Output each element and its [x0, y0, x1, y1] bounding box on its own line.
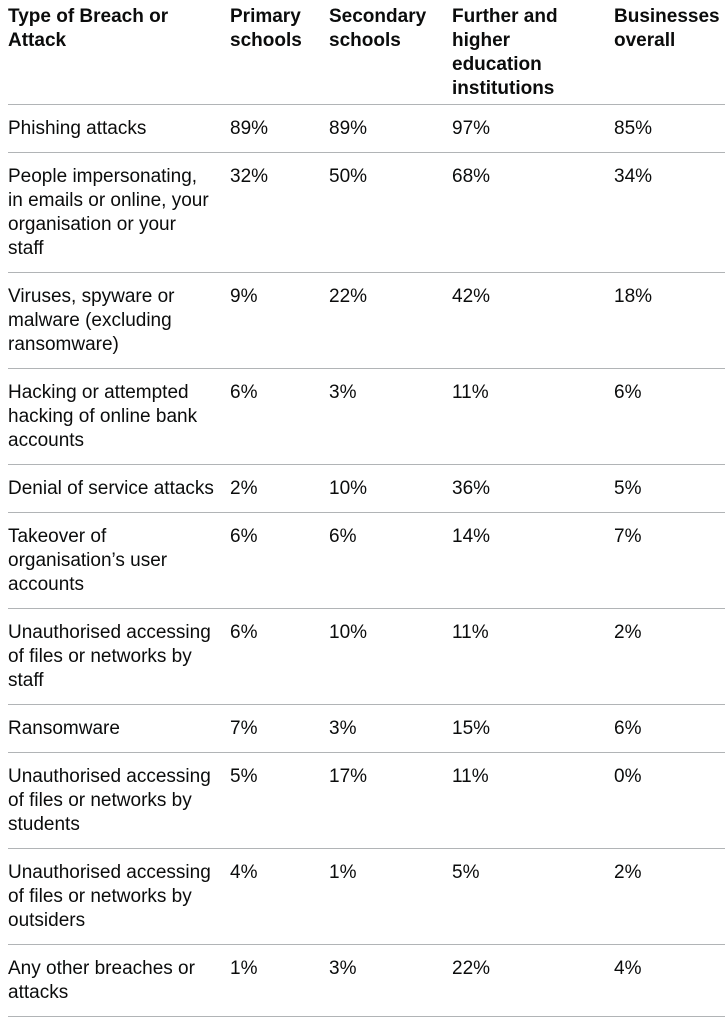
cell-value: 1%: [230, 944, 329, 1017]
cell-value: 34%: [614, 152, 725, 273]
cell-value: 15%: [452, 704, 614, 753]
table-row: Viruses, spyware or malware (excluding r…: [8, 272, 725, 369]
cell-value: 6%: [614, 704, 725, 753]
column-header-breach-type: Type of Breach or Attack: [8, 0, 230, 105]
table-header-row: Type of Breach or Attack Primary schools…: [8, 0, 725, 105]
cell-value: 7%: [230, 704, 329, 753]
cell-value: 10%: [329, 608, 452, 705]
cell-value: 89%: [230, 104, 329, 153]
cell-value: 42%: [452, 272, 614, 369]
row-label: People impersonating, in emails or onlin…: [8, 152, 230, 273]
cell-value: 5%: [452, 848, 614, 945]
row-label: Denial of service attacks: [8, 464, 230, 513]
table-row: Unauthorised accessing of files or netwo…: [8, 752, 725, 849]
cell-value: 22%: [452, 944, 614, 1017]
breach-attack-table: Type of Breach or Attack Primary schools…: [8, 0, 725, 1017]
table-row: Ransomware 7% 3% 15% 6%: [8, 704, 725, 753]
cell-value: 50%: [329, 152, 452, 273]
cell-value: 11%: [452, 752, 614, 849]
cell-value: 2%: [614, 848, 725, 945]
cell-value: 6%: [230, 608, 329, 705]
table-row: Any other breaches or attacks 1% 3% 22% 4%: [8, 944, 725, 1017]
row-label: Phishing attacks: [8, 104, 230, 153]
table-row: Takeover of organisation’s user accounts…: [8, 512, 725, 609]
row-label: Viruses, spyware or malware (excluding r…: [8, 272, 230, 369]
column-header-secondary-schools: Secondary schools: [329, 0, 452, 105]
column-header-primary-schools: Primary schools: [230, 0, 329, 105]
cell-value: 5%: [230, 752, 329, 849]
column-header-businesses-overall: Businesses overall: [614, 0, 725, 105]
cell-value: 3%: [329, 368, 452, 465]
table-row: Denial of service attacks 2% 10% 36% 5%: [8, 464, 725, 513]
cell-value: 6%: [329, 512, 452, 609]
cell-value: 7%: [614, 512, 725, 609]
cell-value: 11%: [452, 368, 614, 465]
table-row: Unauthorised accessing of files or netwo…: [8, 848, 725, 945]
cell-value: 10%: [329, 464, 452, 513]
cell-value: 4%: [230, 848, 329, 945]
cell-value: 11%: [452, 608, 614, 705]
cell-value: 2%: [614, 608, 725, 705]
cell-value: 14%: [452, 512, 614, 609]
cell-value: 17%: [329, 752, 452, 849]
cell-value: 22%: [329, 272, 452, 369]
cell-value: 6%: [230, 368, 329, 465]
cell-value: 18%: [614, 272, 725, 369]
cell-value: 9%: [230, 272, 329, 369]
cell-value: 89%: [329, 104, 452, 153]
cell-value: 97%: [452, 104, 614, 153]
table-row: Hacking or attempted hacking of online b…: [8, 368, 725, 465]
cell-value: 3%: [329, 944, 452, 1017]
cell-value: 6%: [230, 512, 329, 609]
cell-value: 36%: [452, 464, 614, 513]
cell-value: 32%: [230, 152, 329, 273]
row-label: Unauthorised accessing of files or netwo…: [8, 752, 230, 849]
cell-value: 2%: [230, 464, 329, 513]
cell-value: 6%: [614, 368, 725, 465]
row-label: Unauthorised accessing of files or netwo…: [8, 848, 230, 945]
cell-value: 1%: [329, 848, 452, 945]
row-label: Ransomware: [8, 704, 230, 753]
cell-value: 3%: [329, 704, 452, 753]
table-row: Phishing attacks 89% 89% 97% 85%: [8, 104, 725, 153]
row-label: Unauthorised accessing of files or netwo…: [8, 608, 230, 705]
cell-value: 0%: [614, 752, 725, 849]
table-row: Unauthorised accessing of files or netwo…: [8, 608, 725, 705]
cell-value: 5%: [614, 464, 725, 513]
column-header-further-higher-education: Further and higher education institution…: [452, 0, 614, 105]
cell-value: 4%: [614, 944, 725, 1017]
row-label: Any other breaches or attacks: [8, 944, 230, 1017]
cell-value: 85%: [614, 104, 725, 153]
cell-value: 68%: [452, 152, 614, 273]
table-body: Phishing attacks 89% 89% 97% 85% People imper…: [8, 104, 725, 1017]
row-label: Takeover of organisation’s user accounts: [8, 512, 230, 609]
table-row: People impersonating, in emails or onlin…: [8, 152, 725, 273]
row-label: Hacking or attempted hacking of online b…: [8, 368, 230, 465]
